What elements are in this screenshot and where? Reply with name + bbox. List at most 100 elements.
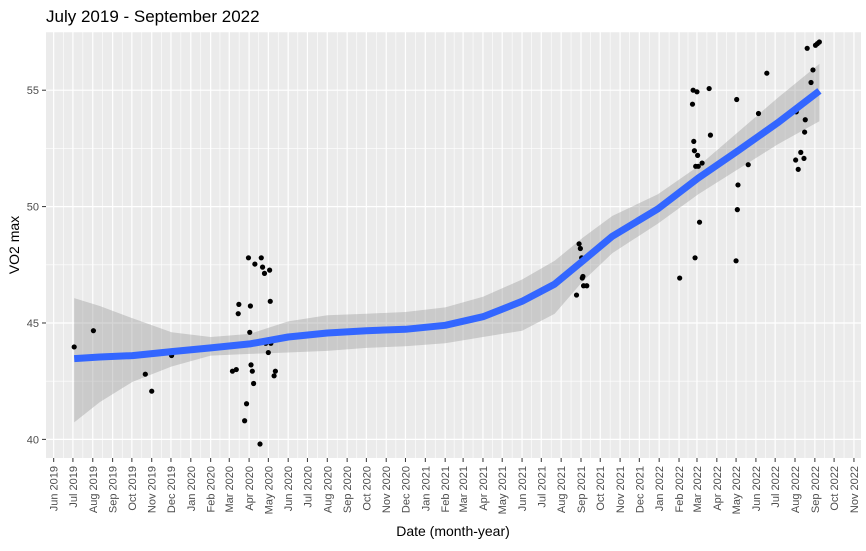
data-point [691,138,697,145]
x-axis: Jun 2019 Jul 2019 Aug 2019 Sep 2019 Oct 2019… [49,458,861,514]
data-point [257,441,263,447]
data-point [272,368,278,374]
x-tick-label: Jul 2021 [536,466,548,508]
data-point [149,388,155,394]
data-point [696,219,703,225]
data-point [810,67,816,73]
chart-title: July 2019 - September 2022 [46,7,260,26]
data-point [689,101,696,107]
y-tick-label: 45 [27,318,39,330]
data-point [252,261,258,267]
x-tick-label: Apr 2021 [478,466,490,511]
data-point [745,162,751,168]
data-point [90,328,97,334]
plot-panel [46,32,861,458]
x-tick-label: Jun 2020 [283,466,295,511]
x-tick-label: Feb 2020 [206,466,218,512]
data-point [733,258,739,264]
data-point [691,148,698,154]
major-gridlines-x [53,32,855,458]
x-tick-label: May 2021 [497,466,509,514]
data-point [142,371,148,377]
data-point [249,368,255,374]
data-point [259,264,266,270]
x-tick-label: May 2022 [731,466,743,514]
data-point [243,401,250,407]
x-tick-label: Jan 2020 [186,466,198,511]
y-axis: 40 45 50 55 [27,85,46,446]
x-tick-label: Dec 2019 [166,466,178,513]
x-tick-label: Apr 2020 [244,466,256,511]
data-point [735,182,741,188]
data-point [261,270,268,276]
x-tick-label: Jan 2022 [654,466,666,511]
data-point [734,207,740,213]
y-tick-label: 40 [27,434,39,446]
x-tick-label: Oct 2022 [829,466,841,511]
x-tick-label: Dec 2020 [400,466,412,513]
data-point [576,241,582,247]
data-point [695,163,701,169]
data-point [271,373,277,379]
data-point [236,301,242,307]
data-point [242,418,248,424]
data-point [795,166,801,172]
data-point [71,344,77,350]
data-point [267,298,273,304]
data-point [699,160,705,166]
data-points-layer [71,39,822,447]
y-tick-label: 55 [27,85,39,97]
minor-gridlines-x [62,32,845,458]
data-point [267,267,273,273]
smooth-line-layer [73,88,822,363]
y-tick-label: 50 [27,202,39,214]
data-point [235,311,241,317]
data-point [248,362,254,368]
x-tick-label: Mar 2020 [224,466,236,512]
data-point [233,366,239,373]
x-tick-label: Sep 2019 [108,466,120,513]
data-point [247,303,253,309]
data-point [695,152,701,158]
data-point [802,129,808,135]
data-point [573,292,580,298]
x-tick-label: Mar 2021 [458,466,470,512]
data-point [706,85,712,92]
x-tick-label: Jul 2022 [770,466,782,508]
data-point [677,275,683,281]
x-tick-label: Jun 2021 [517,466,529,511]
data-point [692,255,698,261]
x-tick-label: Oct 2019 [127,466,139,511]
data-point [580,273,586,280]
data-point [802,117,808,123]
data-point [694,89,700,95]
confidence-band-layer [74,63,820,423]
x-tick-label: Oct 2020 [361,466,373,511]
y-axis-label: VO2 max [6,216,22,274]
x-tick-label: May 2020 [263,466,275,514]
data-point [801,155,807,162]
confidence-band [74,63,820,423]
x-tick-label: Sep 2021 [576,466,588,513]
x-tick-label: Feb 2021 [440,466,452,512]
x-tick-label: Apr 2022 [712,466,724,511]
data-point [793,157,799,163]
x-tick-label: Jun 2022 [751,466,763,511]
x-tick-label: Feb 2022 [674,466,686,512]
x-tick-label: Aug 2019 [88,466,100,513]
data-point [764,70,770,76]
data-point [755,110,762,117]
data-point [247,329,253,335]
minor-gridlines-y [46,31,861,382]
data-point [808,79,814,86]
data-point [258,255,264,261]
x-tick-label: Aug 2022 [790,466,802,513]
x-tick-label: Jun 2019 [49,466,61,511]
data-point [245,255,252,261]
x-tick-label: Nov 2020 [381,466,393,513]
x-tick-label: Nov 2022 [849,466,861,513]
data-point [804,45,810,51]
data-point [584,283,590,289]
